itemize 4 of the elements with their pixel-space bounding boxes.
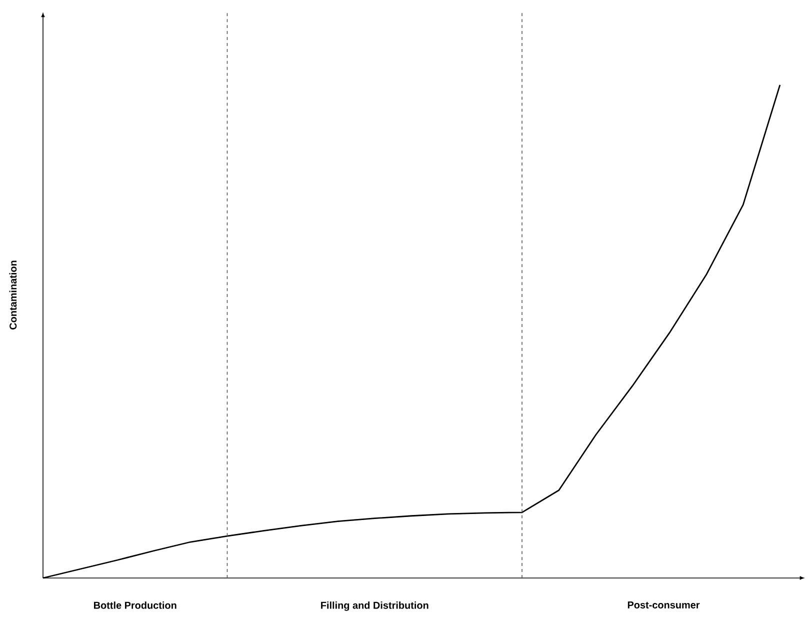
text: Post-consumer	[628, 602, 700, 608]
text: Bottle Production	[94, 602, 176, 609]
text: Filling and Distribution	[321, 602, 428, 611]
y-axis-title: Contamination	[9, 260, 17, 330]
